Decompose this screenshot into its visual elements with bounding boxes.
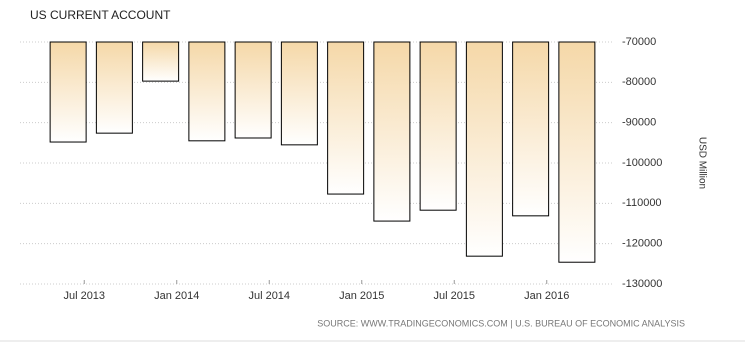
y-axis-label: USD Million [696,137,707,189]
bar [142,41,180,82]
bar [327,41,365,195]
bar [465,41,503,257]
bar [419,41,457,211]
chart-title: US CURRENT ACCOUNT [30,8,171,22]
y-tick-label: -110000 [622,197,662,209]
bar [49,41,87,143]
y-tick-label: -90000 [622,117,656,129]
bar [188,41,226,142]
bar [558,41,596,263]
y-tick-label: -70000 [622,36,656,48]
x-tick-label: Jul 2015 [433,290,475,302]
y-tick-label: -120000 [622,238,662,250]
x-tick-label: Jan 2016 [524,290,569,302]
x-tick-label: Jul 2014 [248,290,290,302]
bar [234,41,272,139]
x-tick-label: Jan 2014 [154,290,199,302]
x-tick-label: Jul 2013 [63,290,105,302]
bar [95,41,133,134]
y-tick-label: -130000 [622,278,662,290]
bar [373,41,411,222]
y-tick-label: -80000 [622,76,656,88]
source: SOURCE: WWW.TRADINGECONOMICS.COM | U.S. … [317,318,685,328]
x-tick-label: Jan 2015 [339,290,384,302]
y-tick-label: -100000 [622,157,662,169]
bar [512,41,550,217]
bar [280,41,318,146]
